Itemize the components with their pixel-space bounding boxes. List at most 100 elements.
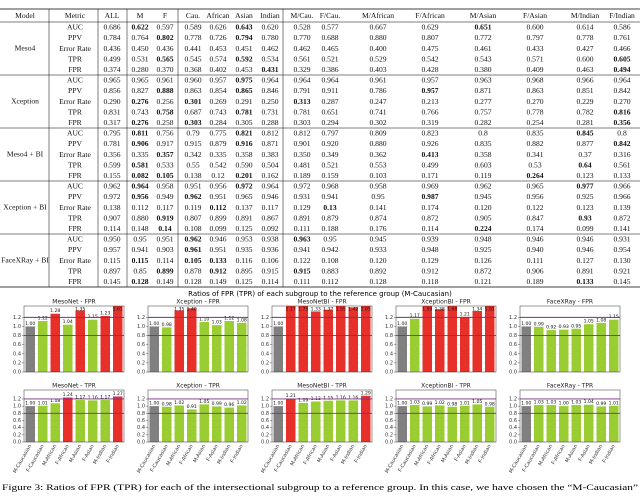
table-cell: 0.872 <box>421 213 438 222</box>
table-cell: 0.116 <box>236 256 253 265</box>
bar <box>435 405 445 442</box>
table-cell: 0.356 <box>103 150 120 159</box>
plot-frame <box>519 305 621 373</box>
bar <box>63 397 73 442</box>
metric-name: AUC <box>67 182 83 191</box>
table-cell: 0.276 <box>131 97 148 106</box>
bar <box>472 404 482 442</box>
table-cell: 0.865 <box>235 86 252 95</box>
table-cell: 0.129 <box>421 256 438 265</box>
table-cell: 0.453 <box>235 65 252 74</box>
table-cell: 0.105 <box>184 256 201 265</box>
table-cell: 0.114 <box>422 224 439 233</box>
plot-frame <box>147 389 249 443</box>
y-tick-label: 0.2 <box>13 360 21 366</box>
value-label: 1.61 <box>113 307 123 313</box>
plot-frame <box>395 389 497 443</box>
bar <box>397 326 407 372</box>
y-tick-label: 1.0 <box>13 324 21 330</box>
table-cell: 0.174 <box>526 224 543 233</box>
table-cell: 0.127 <box>576 256 593 265</box>
table-cell: 0.842 <box>613 139 630 148</box>
value-label: 1.16 <box>88 395 98 401</box>
y-tick-label: 1.2 <box>13 396 21 402</box>
table-cell: 0.941 <box>293 245 310 254</box>
bar <box>485 306 495 372</box>
model-name: Xception <box>11 96 39 105</box>
y-tick-label: 1.2 <box>137 396 145 402</box>
table-cell: 0.577 <box>321 23 338 32</box>
bar <box>422 406 432 442</box>
table-cell: 0.945 <box>474 192 491 201</box>
table-cell: 0.941 <box>321 192 338 201</box>
table-cell: 0.965 <box>526 182 543 191</box>
value-label: 1.00 <box>521 321 531 327</box>
bar <box>571 405 581 442</box>
table-cell: 0.823 <box>421 129 438 138</box>
y-tick-label: 0.0 <box>261 370 269 376</box>
bar <box>149 326 159 372</box>
table-cell: 0.957 <box>421 86 438 95</box>
value-label: 0.98 <box>447 401 457 407</box>
column-header: African <box>206 11 229 20</box>
table-cell: 0.651 <box>474 23 491 32</box>
value-label: 1.29 <box>361 391 371 397</box>
y-tick-label: 0.4 <box>261 425 269 431</box>
value-label: 1.37 <box>323 307 333 313</box>
y-tick-label: 0.0 <box>137 440 145 446</box>
value-label: 1.68 <box>447 307 457 313</box>
table-cell: 0.542 <box>421 54 438 63</box>
table-cell: 0.521 <box>321 54 338 63</box>
y-tick-label: 0.2 <box>509 360 517 366</box>
table-cell: 0.835 <box>474 139 491 148</box>
table-cell: 0.835 <box>526 129 543 138</box>
table-cell: 0.960 <box>184 76 201 85</box>
table-cell: 0.926 <box>421 139 438 148</box>
table-cell: 0.935 <box>235 245 252 254</box>
value-label: 1.21 <box>460 311 470 317</box>
table-cell: 0.917 <box>156 139 173 148</box>
value-label: 1.00 <box>559 401 569 407</box>
bar <box>75 400 85 442</box>
table-cell: 0.112 <box>322 277 339 286</box>
column-header: Cau. <box>186 11 200 20</box>
table-cell: 0.600 <box>576 54 593 63</box>
metric-name: FPR <box>68 65 82 74</box>
table-cell: 0.561 <box>293 54 310 63</box>
table-cell: 0.358 <box>474 150 491 159</box>
table-cell: 0.949 <box>156 192 173 201</box>
table-cell: 0.958 <box>156 182 173 191</box>
table-cell: 0.903 <box>156 245 173 254</box>
y-tick-label: 1.2 <box>509 396 517 402</box>
y-tick-label: 0.8 <box>385 333 393 339</box>
table-cell: 0.945 <box>369 235 386 244</box>
bar <box>546 405 556 442</box>
table-cell: 0.317 <box>103 118 120 127</box>
bar <box>113 306 123 372</box>
table-cell: 0.931 <box>613 235 630 244</box>
table-cell: 0.891 <box>576 266 593 275</box>
table-cell: 0.108 <box>184 224 201 233</box>
bar <box>348 400 358 442</box>
value-label: 0.96 <box>224 402 234 408</box>
bar <box>187 308 197 372</box>
value-label: 1.01 <box>609 400 619 406</box>
bar <box>460 405 470 442</box>
value-label: 0.93 <box>559 324 569 330</box>
table-cell: 0.171 <box>421 171 438 180</box>
table-cell: 0.964 <box>261 182 278 191</box>
table-cell: 0.462 <box>293 44 310 53</box>
value-label: 1.04 <box>63 319 73 325</box>
bar <box>237 405 247 442</box>
table-cell: 0.128 <box>131 277 148 286</box>
bar <box>25 326 35 372</box>
column-header: F <box>163 11 167 20</box>
value-label: 1.23 <box>100 311 110 317</box>
table-cell: 0.529 <box>369 54 386 63</box>
table-cell: 0.962 <box>103 182 120 191</box>
table-cell: 0.975 <box>235 76 252 85</box>
table-cell: 0.614 <box>576 23 593 32</box>
column-header: F/Indian <box>609 11 635 20</box>
table-cell: 0.764 <box>131 33 148 42</box>
table-cell: 0.305 <box>235 118 252 127</box>
